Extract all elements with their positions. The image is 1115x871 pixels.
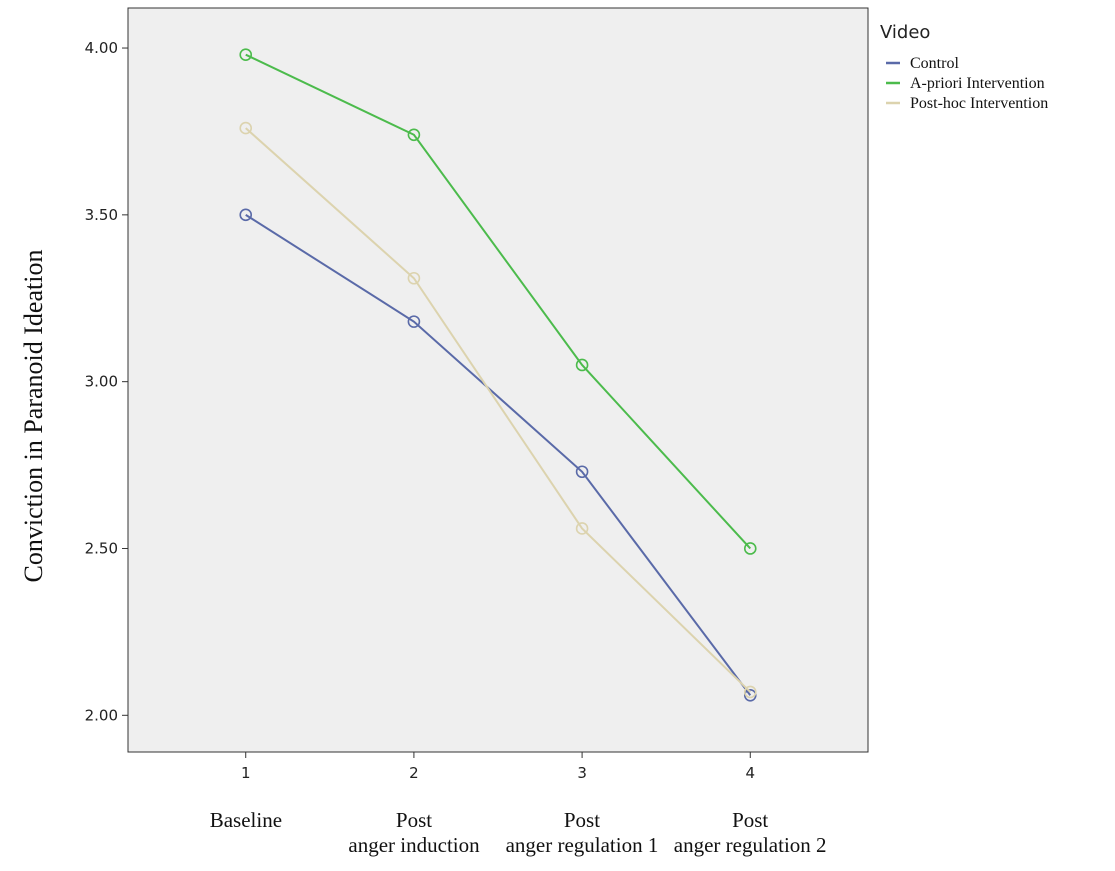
phase-label-line2: anger regulation 1 [505,833,659,857]
legend-label: A-priori Intervention [910,75,1045,92]
series-line [245,214,752,696]
data-point [743,542,757,555]
data-point [239,208,253,222]
phase-label-line1: Post [395,808,433,832]
legend-title: Video [880,22,930,43]
phase-label-line1: Post [732,808,769,832]
data-point [239,48,253,62]
y-tick-label: 2.00 [85,706,118,724]
phase-label-line1: Post [563,808,601,832]
y-tick-label: 4.00 [85,39,118,57]
phase-label: Post anger regulation 2 [674,808,827,858]
x-tick-label: 4 [745,764,755,782]
x-tick-label: 3 [577,764,587,782]
y-tick-label: 3.50 [85,206,118,224]
data-point [239,121,253,135]
phase-label: Post anger regulation 1 [506,808,659,858]
legend-label: Control [910,55,959,72]
y-axis-label: Conviction in Paranoid Ideation [19,250,48,583]
y-tick-label: 2.50 [85,539,118,557]
data-point [575,358,589,372]
series-line [245,53,752,550]
legend-label: Post-hoc Intervention [910,95,1048,112]
data-point [743,685,757,699]
data-point [407,271,421,285]
data-point [407,315,421,328]
data-point [743,688,757,702]
data-point [407,128,421,142]
y-tick-label: 3.00 [85,373,118,391]
phase-label: Post anger induction [348,808,479,858]
series-line [245,127,751,693]
data-point [575,522,589,535]
x-tick-label: 2 [409,764,419,782]
plot-area [127,7,869,753]
phase-label-line2: anger induction [348,833,480,857]
phase-label-line2: anger regulation 2 [673,833,827,857]
phase-label-line1: Baseline [209,808,283,832]
data-point [575,465,589,479]
x-tick-label: 1 [241,764,251,782]
phase-label: Baseline [210,808,282,833]
